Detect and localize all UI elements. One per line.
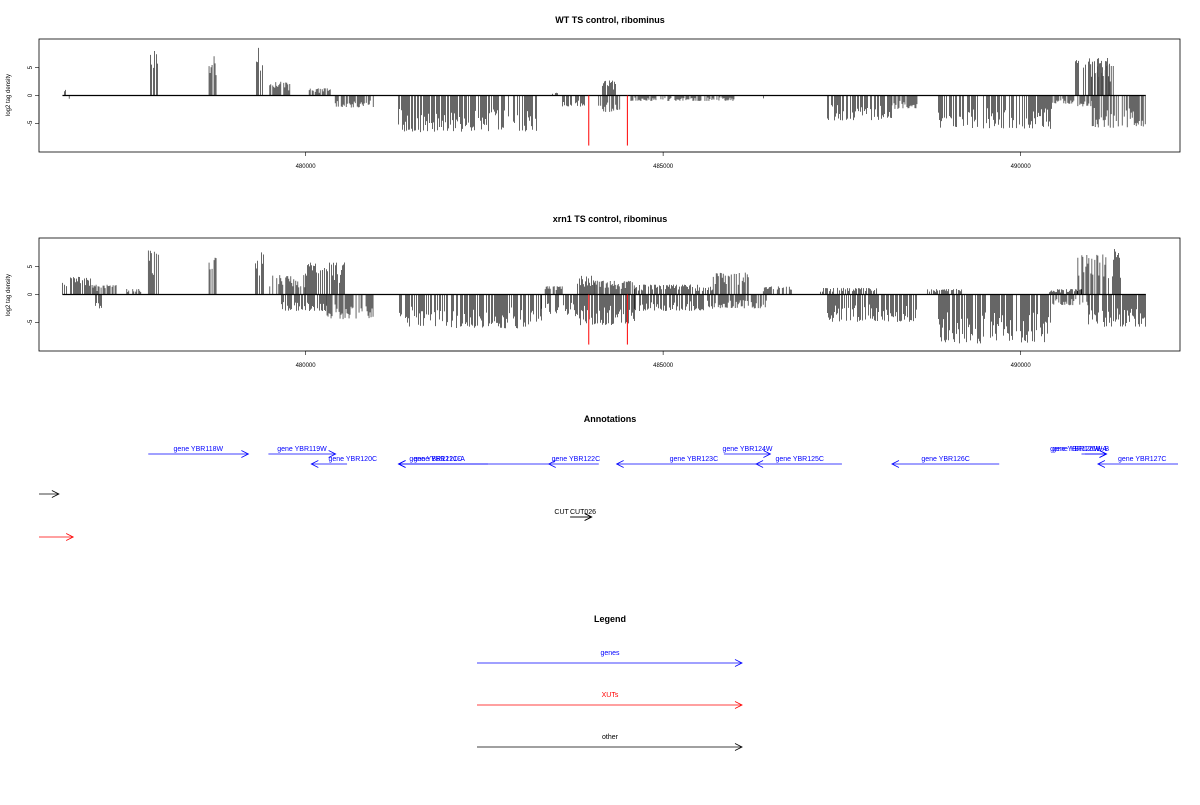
feature-arrow-head bbox=[397, 460, 406, 468]
feature-arrow-head bbox=[310, 460, 319, 468]
y-axis: -5 0 5 bbox=[28, 65, 40, 126]
annotation-feature[interactable]: gene YBR124W bbox=[722, 446, 773, 458]
density-bars bbox=[62, 47, 1146, 146]
legend-arrow-head bbox=[734, 701, 743, 709]
x-tick-label: 480000 bbox=[296, 363, 317, 369]
legend-title: Legend bbox=[594, 614, 626, 624]
legend-arrow-head bbox=[734, 659, 743, 667]
feature-arrow-head bbox=[615, 460, 624, 468]
annotation-feature[interactable]: gene YBR127C bbox=[1097, 456, 1178, 468]
legend: Legend genes XUTs other bbox=[477, 614, 743, 751]
x-tick-label: 490000 bbox=[1011, 164, 1032, 170]
feature-label: gene YBR126W-B bbox=[1052, 446, 1109, 453]
feature-label: gene YBR126C bbox=[921, 456, 970, 463]
panel-title: xrn1 TS control, ribominus bbox=[553, 214, 668, 224]
feature-arrow-head bbox=[241, 450, 250, 458]
x-tick-label: 480000 bbox=[296, 164, 317, 170]
xrn1-density-panel: xrn1 TS control, ribominus log2 tag dens… bbox=[6, 214, 1181, 369]
y-axis: -5 0 5 bbox=[28, 264, 40, 325]
y-tick-label: 0 bbox=[28, 93, 34, 97]
feature-label: gene YBR125C bbox=[775, 456, 824, 463]
feature-arrow-head bbox=[66, 533, 75, 541]
annotation-feature[interactable] bbox=[39, 490, 60, 498]
x-tick-label: 485000 bbox=[653, 164, 674, 170]
feature-label: gene YBR120C bbox=[329, 456, 378, 463]
legend-entries: genes XUTs other bbox=[477, 650, 743, 751]
legend-entry: other bbox=[477, 734, 743, 751]
panel-title: WT TS control, ribominus bbox=[555, 15, 665, 25]
feature-label: gene YBR118W bbox=[174, 446, 224, 453]
y-tick-label: 5 bbox=[28, 264, 34, 268]
legend-arrow-head bbox=[734, 743, 743, 751]
annotation-feature[interactable]: CUT026 bbox=[570, 509, 596, 521]
feature-label: gene YBR124W bbox=[722, 446, 772, 453]
legend-entry: genes bbox=[477, 650, 743, 667]
legend-label: XUTs bbox=[602, 692, 619, 699]
feature-arrow-head bbox=[891, 460, 900, 468]
y-tick-label: -5 bbox=[28, 319, 34, 325]
y-tick-label: -5 bbox=[28, 120, 34, 126]
feature-label: gene YBR121C-A bbox=[409, 456, 465, 463]
legend-entry: XUTs bbox=[477, 692, 743, 709]
feature-label: gene YBR122C bbox=[552, 456, 601, 463]
y-axis-label: log2 tag density bbox=[6, 274, 12, 316]
y-tick-label: 5 bbox=[28, 65, 34, 69]
x-tick-label: 490000 bbox=[1011, 363, 1032, 369]
x-axis: 480000 485000 490000 bbox=[296, 350, 1032, 369]
annotation-feature[interactable]: gene YBR123C bbox=[615, 456, 757, 468]
y-axis-label: log2 tag density bbox=[6, 74, 12, 116]
annotation-feature[interactable]: gene YBR126W-B bbox=[1052, 446, 1110, 458]
feature-arrow-head bbox=[763, 450, 772, 458]
density-bars bbox=[62, 248, 1146, 345]
feature-label: gene YBR121C bbox=[414, 456, 463, 463]
legend-label: other bbox=[602, 734, 619, 741]
feature-arrow-head bbox=[1099, 450, 1108, 458]
feature-label: gene YBR127C bbox=[1118, 456, 1167, 463]
annotation-feature[interactable]: gene YBR122C bbox=[547, 456, 601, 468]
annotation-feature[interactable] bbox=[39, 533, 75, 541]
annotation-feature[interactable]: gene YBR118W bbox=[148, 446, 250, 458]
feature-label: CUT bbox=[554, 509, 569, 516]
annotations-track: Annotations gene YBR118W gene YBR119Wgene… bbox=[39, 414, 1178, 541]
annotation-feature[interactable]: gene YBR120C bbox=[310, 456, 378, 468]
feature-arrow-head bbox=[584, 513, 593, 521]
annotation-feature[interactable]: gene YBR121C bbox=[397, 456, 549, 468]
feature-label: CUT026 bbox=[570, 509, 596, 516]
feature-arrow-head bbox=[328, 450, 337, 458]
annotation-feature[interactable]: gene YBR119W bbox=[268, 446, 337, 458]
legend-label: genes bbox=[600, 650, 620, 657]
feature-label: gene YBR123C bbox=[670, 456, 719, 463]
feature-arrow-head bbox=[51, 490, 60, 498]
annotation-feature[interactable]: gene YBR126C bbox=[891, 456, 1000, 468]
wt-density-panel: WT TS control, ribominus log2 tag densit… bbox=[6, 15, 1181, 170]
feature-arrow-head bbox=[755, 460, 764, 468]
x-axis: 480000 485000 490000 bbox=[296, 151, 1032, 170]
feature-label: gene YBR119W bbox=[277, 446, 327, 453]
feature-arrow-head bbox=[1097, 460, 1106, 468]
feature-arrow-head bbox=[547, 460, 556, 468]
y-tick-label: 0 bbox=[28, 292, 34, 296]
annotations-title: Annotations bbox=[584, 414, 637, 424]
feature-label: gene YBR126W-A bbox=[1050, 446, 1107, 453]
x-tick-label: 485000 bbox=[653, 363, 674, 369]
annotation-feature[interactable]: gene YBR125C bbox=[755, 456, 842, 468]
